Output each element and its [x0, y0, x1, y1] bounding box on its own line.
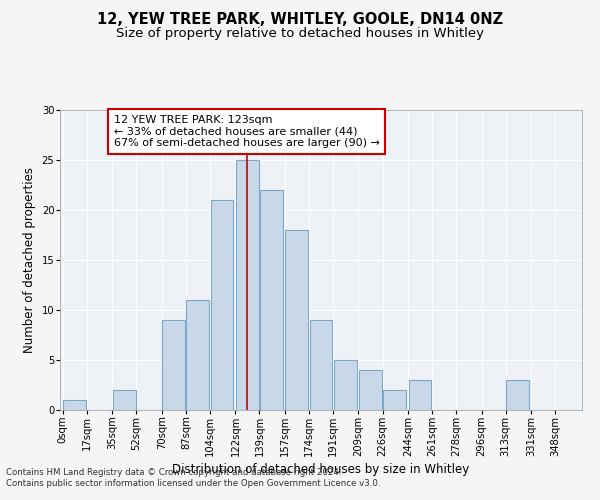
Bar: [409, 380, 431, 410]
Bar: [163, 320, 185, 410]
Bar: [187, 300, 209, 410]
Bar: [506, 380, 529, 410]
Bar: [334, 360, 356, 410]
Text: Size of property relative to detached houses in Whitley: Size of property relative to detached ho…: [116, 28, 484, 40]
Bar: [211, 200, 233, 410]
X-axis label: Distribution of detached houses by size in Whitley: Distribution of detached houses by size …: [172, 463, 470, 476]
Bar: [310, 320, 332, 410]
Text: 12, YEW TREE PARK, WHITLEY, GOOLE, DN14 0NZ: 12, YEW TREE PARK, WHITLEY, GOOLE, DN14 …: [97, 12, 503, 28]
Text: Contains HM Land Registry data © Crown copyright and database right 2024.
Contai: Contains HM Land Registry data © Crown c…: [6, 468, 380, 487]
Bar: [113, 390, 136, 410]
Y-axis label: Number of detached properties: Number of detached properties: [23, 167, 36, 353]
Bar: [359, 370, 382, 410]
Bar: [383, 390, 406, 410]
Text: 12 YEW TREE PARK: 123sqm
← 33% of detached houses are smaller (44)
67% of semi-d: 12 YEW TREE PARK: 123sqm ← 33% of detach…: [114, 115, 380, 148]
Bar: [236, 160, 259, 410]
Bar: [286, 230, 308, 410]
Bar: [260, 190, 283, 410]
Bar: [64, 400, 86, 410]
